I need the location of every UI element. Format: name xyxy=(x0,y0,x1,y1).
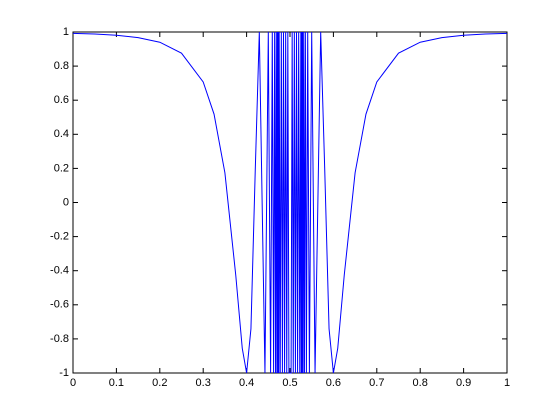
x-tick-label: 0.7 xyxy=(369,377,384,389)
y-tick-label: -1 xyxy=(59,367,69,379)
x-tick-label: 0.3 xyxy=(196,377,211,389)
y-tick-label: 0.4 xyxy=(54,128,69,140)
y-tick-label: 0 xyxy=(63,196,69,208)
x-tick-label: 0.2 xyxy=(152,377,167,389)
plot-box xyxy=(72,31,508,374)
x-tick-label: 0.4 xyxy=(239,377,254,389)
x-tick-label: 0 xyxy=(70,377,76,389)
y-tick-label: -0.4 xyxy=(50,265,69,277)
x-tick-label: 1 xyxy=(504,377,510,389)
x-tick-label: 0.5 xyxy=(282,377,297,389)
x-tick-label: 0.9 xyxy=(456,377,471,389)
y-tick-label: -0.6 xyxy=(50,299,69,311)
y-tick-label: 0.6 xyxy=(54,94,69,106)
x-tick-label: 0.6 xyxy=(326,377,341,389)
x-tick-label: 0.8 xyxy=(413,377,428,389)
y-tick-label: 1 xyxy=(63,26,69,38)
y-tick-label: -0.8 xyxy=(50,333,69,345)
y-tick-label: -0.2 xyxy=(50,231,69,243)
y-tick-label: 0.8 xyxy=(54,60,69,72)
line xyxy=(72,31,508,374)
y-tick-label: 0.2 xyxy=(54,162,69,174)
x-tick-label: 0.1 xyxy=(109,377,124,389)
